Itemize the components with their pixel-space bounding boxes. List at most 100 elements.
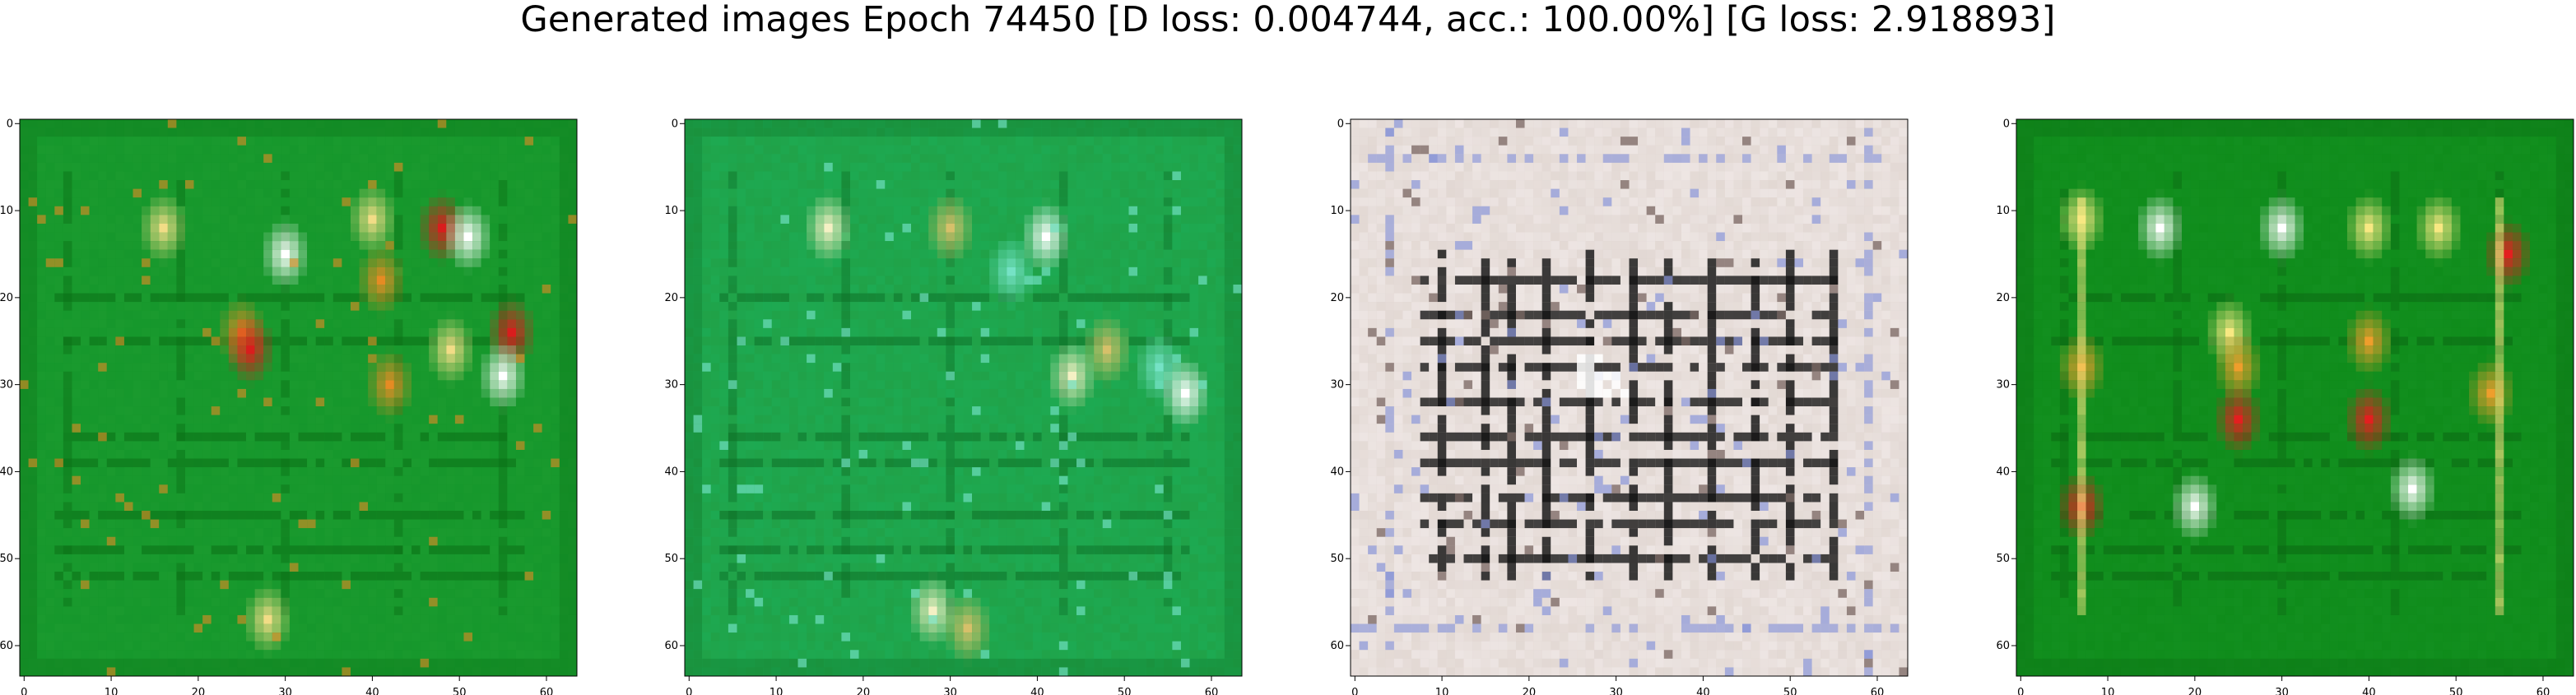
heatmap-cell bbox=[211, 536, 221, 546]
heatmap-cell bbox=[237, 493, 247, 503]
heatmap-cell bbox=[402, 606, 412, 616]
heatmap-cell bbox=[63, 545, 72, 554]
heatmap-cell bbox=[89, 302, 99, 311]
heatmap-cell bbox=[315, 528, 325, 537]
heatmap-cell bbox=[63, 632, 72, 642]
heatmap-cell bbox=[946, 206, 956, 215]
heatmap-cell bbox=[490, 127, 499, 137]
heatmap-cell bbox=[368, 641, 377, 651]
heatmap-cell bbox=[551, 284, 560, 294]
heatmap-cell bbox=[728, 232, 737, 242]
heatmap-cell bbox=[202, 536, 212, 546]
heatmap-cell bbox=[54, 580, 63, 590]
heatmap-cell bbox=[754, 154, 764, 163]
heatmap-cell bbox=[211, 580, 221, 590]
heatmap-cell bbox=[263, 597, 272, 607]
heatmap-cell bbox=[429, 180, 438, 189]
heatmap-cell bbox=[272, 623, 281, 633]
heatmap-cell bbox=[123, 215, 133, 225]
heatmap-cell bbox=[28, 137, 38, 146]
heatmap-cell bbox=[150, 397, 160, 407]
heatmap-cell bbox=[385, 215, 394, 225]
heatmap-cell bbox=[289, 319, 299, 328]
heatmap-cell bbox=[272, 572, 281, 581]
heatmap-cell bbox=[20, 467, 29, 476]
heatmap-cell bbox=[37, 206, 46, 215]
heatmap-cell bbox=[220, 554, 229, 563]
heatmap-cell bbox=[142, 406, 151, 415]
heatmap-cell bbox=[272, 511, 281, 520]
heatmap-cell bbox=[298, 232, 308, 242]
heatmap-cell bbox=[507, 667, 517, 677]
heatmap-cell bbox=[315, 502, 325, 512]
heatmap-cell bbox=[728, 137, 737, 146]
heatmap-cell bbox=[429, 545, 438, 554]
heatmap-cell bbox=[211, 658, 221, 668]
heatmap-cell bbox=[167, 597, 177, 607]
heatmap-cell bbox=[1180, 223, 1190, 233]
heatmap-cell bbox=[463, 327, 473, 337]
heatmap-cell bbox=[123, 641, 133, 651]
heatmap-cell bbox=[142, 388, 151, 398]
heatmap-cell bbox=[515, 258, 525, 267]
heatmap-cell bbox=[551, 215, 560, 225]
heatmap-cell bbox=[507, 493, 517, 503]
heatmap-cell bbox=[876, 188, 886, 198]
heatmap-cell bbox=[359, 623, 369, 633]
heatmap-cell bbox=[385, 241, 394, 250]
heatmap-cell bbox=[246, 363, 255, 372]
heatmap-cell bbox=[420, 493, 430, 503]
heatmap-cell bbox=[559, 650, 569, 659]
heatmap-cell bbox=[220, 467, 229, 476]
heatmap-cell bbox=[393, 266, 403, 276]
heatmap-cell bbox=[849, 145, 859, 155]
heatmap-cell bbox=[307, 667, 316, 677]
heatmap-cell bbox=[429, 206, 438, 215]
heatmap-cell bbox=[220, 327, 229, 337]
heatmap-cell bbox=[1007, 119, 1016, 128]
heatmap-cell bbox=[754, 180, 764, 189]
heatmap-cell bbox=[498, 266, 508, 276]
heatmap-cell bbox=[841, 154, 851, 163]
heatmap-cell bbox=[37, 597, 46, 607]
heatmap-cell bbox=[463, 145, 473, 155]
heatmap-cell bbox=[37, 336, 46, 346]
heatmap-cell bbox=[937, 215, 946, 225]
heatmap-cell bbox=[246, 266, 255, 276]
heatmap-cell bbox=[98, 354, 107, 364]
heatmap-cell bbox=[342, 345, 351, 354]
heatmap-cell bbox=[237, 276, 247, 285]
heatmap-cell bbox=[281, 554, 291, 563]
heatmap-cell bbox=[176, 127, 186, 137]
heatmap-cell bbox=[490, 371, 499, 381]
heatmap-cell bbox=[481, 641, 491, 651]
heatmap-cell bbox=[272, 606, 281, 616]
heatmap-cell bbox=[98, 345, 107, 354]
heatmap-cell bbox=[1180, 197, 1190, 206]
heatmap-cell bbox=[220, 336, 229, 346]
heatmap-cell bbox=[72, 241, 81, 250]
heatmap-cell bbox=[1172, 180, 1182, 189]
heatmap-cell bbox=[385, 206, 394, 215]
heatmap-cell bbox=[28, 572, 38, 581]
heatmap-cell bbox=[412, 137, 421, 146]
heatmap-cell bbox=[167, 397, 177, 407]
heatmap-cell bbox=[797, 188, 807, 198]
heatmap-cell bbox=[1172, 197, 1182, 206]
heatmap-cell bbox=[254, 397, 264, 407]
heatmap-cell bbox=[63, 449, 72, 459]
heatmap-cell bbox=[315, 336, 325, 346]
heatmap-cell bbox=[385, 589, 394, 598]
heatmap-cell bbox=[54, 197, 63, 206]
heatmap-cell bbox=[211, 180, 221, 189]
heatmap-cell bbox=[412, 397, 421, 407]
heatmap-cell bbox=[515, 119, 525, 128]
heatmap-cell bbox=[1163, 119, 1173, 128]
heatmap-cell bbox=[193, 502, 203, 512]
heatmap-cell bbox=[167, 127, 177, 137]
heatmap-cell bbox=[1015, 215, 1025, 225]
heatmap-cell bbox=[72, 215, 81, 225]
heatmap-cell bbox=[542, 223, 551, 233]
heatmap-cell bbox=[412, 441, 421, 451]
heatmap-cell bbox=[298, 127, 308, 137]
